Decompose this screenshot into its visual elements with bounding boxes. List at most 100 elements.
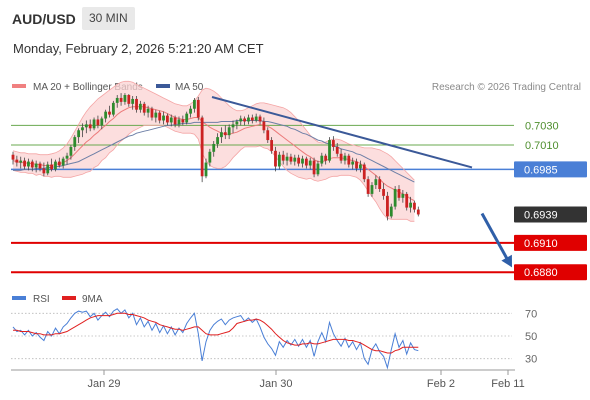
candle-body — [131, 98, 135, 104]
candle-body — [42, 168, 46, 174]
trendline — [211, 96, 512, 268]
candle-body — [285, 156, 289, 161]
candle-body — [304, 158, 308, 166]
candle-body — [374, 179, 378, 186]
candle — [359, 160, 362, 173]
candle — [374, 175, 378, 189]
candle-body — [293, 157, 297, 162]
bb-lower-line — [12, 125, 415, 222]
candle — [38, 161, 42, 172]
candle — [131, 96, 135, 110]
candle — [169, 114, 173, 127]
candle — [393, 186, 397, 210]
candle-body — [46, 164, 50, 174]
candle-body — [154, 112, 158, 118]
candle-body — [362, 164, 366, 180]
candle — [247, 114, 250, 125]
candle — [413, 200, 416, 213]
price-level-label-3: 0.6939 — [524, 209, 558, 221]
candle-body — [335, 146, 339, 154]
candle — [138, 100, 142, 113]
candle — [382, 183, 385, 200]
candle-body — [177, 119, 181, 125]
rsi-panel: 70 50 30 — [11, 308, 537, 370]
candle — [154, 109, 158, 123]
candle-body — [123, 95, 127, 102]
candle-body — [343, 155, 347, 161]
candle-body — [266, 130, 270, 141]
candle — [293, 154, 297, 166]
candle — [216, 133, 219, 148]
candle — [289, 153, 293, 165]
rsi-9ma-line — [13, 312, 419, 354]
candle — [119, 93, 123, 106]
candle-body — [146, 108, 150, 113]
rsi-legend-label: RSI — [33, 294, 50, 305]
candle-body — [312, 160, 316, 175]
candle-body — [254, 116, 258, 121]
candle — [231, 120, 235, 134]
candle-body — [193, 99, 196, 109]
price-level-tag-5 — [514, 264, 587, 281]
candle-body — [220, 132, 223, 138]
candle-body — [169, 117, 173, 123]
candle-body — [359, 164, 362, 169]
timeframe-button[interactable]: 30 MIN — [82, 7, 135, 30]
candle-body — [339, 153, 343, 161]
candle — [158, 110, 162, 124]
candle — [65, 152, 69, 165]
candle — [281, 150, 285, 165]
candle-body — [247, 117, 250, 122]
candle-body — [223, 132, 227, 136]
candle-body — [38, 163, 42, 169]
candle — [11, 151, 15, 165]
candle-body — [351, 161, 355, 165]
candle — [19, 156, 23, 169]
candle — [285, 152, 289, 166]
candle-body — [212, 143, 216, 152]
candle-body — [227, 127, 231, 136]
chart-datetime: Monday, February 2, 2026 5:21:20 AM CET — [13, 41, 264, 56]
candle — [339, 148, 343, 164]
candle — [111, 100, 115, 117]
price-level-tag-2 — [514, 161, 587, 178]
resistance-trendline — [211, 96, 473, 169]
candle-body — [100, 118, 104, 126]
candle-body — [158, 112, 162, 121]
candle-body — [301, 158, 304, 164]
candle-body — [84, 124, 88, 128]
candle-body — [173, 117, 177, 125]
candle — [335, 142, 339, 157]
candle — [301, 155, 304, 168]
candle — [328, 137, 331, 163]
candle-body — [208, 151, 212, 163]
x-tick-label: Jan 30 — [259, 378, 292, 390]
candle — [81, 123, 84, 138]
candle — [57, 157, 61, 168]
candle — [324, 153, 328, 165]
candle — [266, 127, 270, 143]
candle-body — [15, 159, 19, 163]
candle — [347, 153, 351, 168]
candle-body — [216, 137, 219, 144]
candle — [189, 105, 192, 118]
candle-body — [138, 103, 142, 110]
candle — [258, 114, 262, 125]
candle — [405, 191, 409, 211]
rsi-tick-label: 70 — [525, 308, 537, 320]
candle — [69, 144, 73, 160]
candle — [77, 128, 81, 143]
candle — [92, 117, 96, 131]
candle-body — [270, 140, 274, 151]
candle-body — [81, 127, 84, 131]
candle-body — [401, 193, 405, 198]
bb-upper-line — [12, 80, 415, 181]
candle-body — [231, 124, 235, 128]
candle-body — [200, 117, 204, 177]
candle-body — [65, 155, 69, 159]
price-level-label-5: 0.6880 — [524, 267, 558, 279]
candle-body — [50, 164, 53, 170]
candle — [173, 115, 177, 128]
candle — [88, 119, 92, 132]
